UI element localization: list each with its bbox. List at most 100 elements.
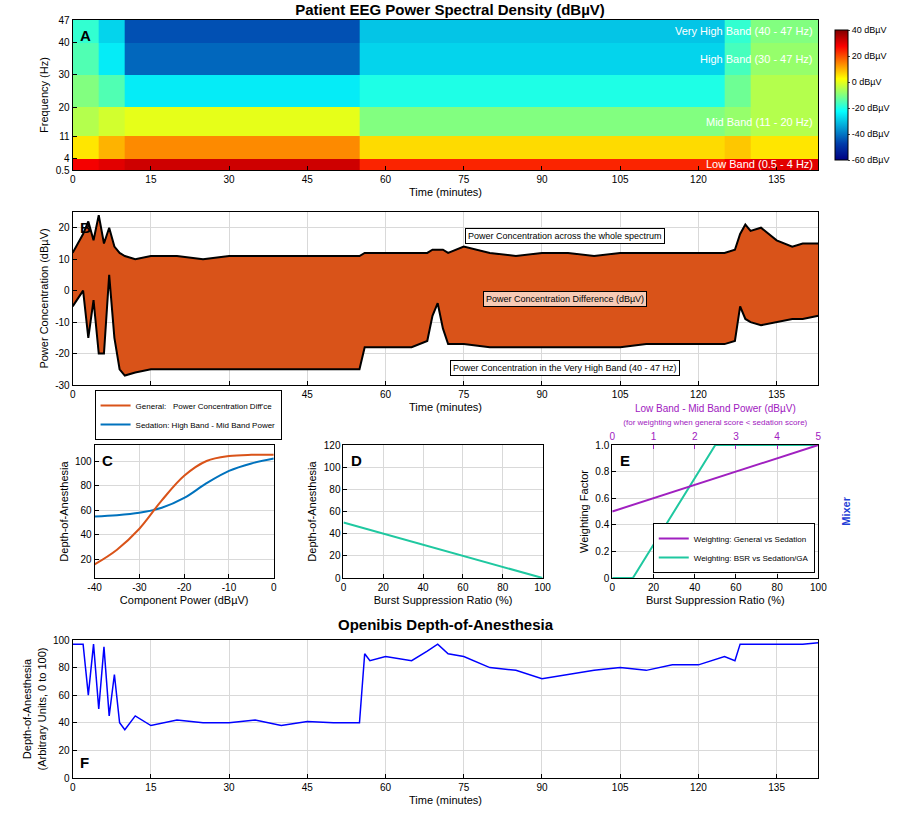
svg-text:-10: -10 [55,317,70,328]
svg-text:11: 11 [59,131,70,142]
svg-text:-30: -30 [55,380,70,391]
svg-text:47: 47 [59,15,71,26]
svg-text:4: 4 [774,431,780,442]
svg-text:B: B [80,219,91,236]
svg-text:2: 2 [692,431,698,442]
svg-text:30: 30 [224,782,236,793]
svg-text:135: 135 [768,782,785,793]
svg-text:-20: -20 [55,348,70,359]
svg-text:20: 20 [59,222,71,233]
svg-text:40: 40 [80,529,92,540]
svg-text:Mixer: Mixer [840,496,852,525]
svg-text:Weighting: General vs Sedation: Weighting: General vs Sedation [694,535,806,544]
svg-text:0: 0 [604,573,610,584]
svg-text:-20: -20 [177,582,192,593]
svg-text:Weighting: BSR vs Sedation/GA: Weighting: BSR vs Sedation/GA [694,554,809,563]
svg-text:0: 0 [341,582,347,593]
svg-text:105: 105 [612,389,629,400]
svg-text:20: 20 [80,554,92,565]
svg-text:1: 1 [651,431,657,442]
svg-text:100: 100 [75,456,92,467]
svg-text:60: 60 [380,174,392,185]
svg-text:40: 40 [59,717,71,728]
svg-text:0: 0 [64,285,70,296]
svg-text:Time (minutes): Time (minutes) [409,794,482,806]
svg-text:90: 90 [536,174,548,185]
svg-text:Time (minutes): Time (minutes) [409,186,482,198]
svg-text:Depth-of-Anesthesia(Arbitrary: Depth-of-Anesthesia(Arbitrary Units, 0 t… [21,648,47,771]
svg-text:60: 60 [380,389,392,400]
svg-text:100: 100 [53,635,70,646]
svg-text:Burst Suppression Ratio (%): Burst Suppression Ratio (%) [374,594,513,606]
svg-text:C: C [102,452,113,469]
svg-text:20: 20 [648,582,660,593]
svg-text:20: 20 [59,745,71,756]
svg-text:0.2: 0.2 [595,546,609,557]
svg-text:Power Concentration in the Ver: Power Concentration in the Very High Ban… [453,363,677,373]
svg-text:135: 135 [768,389,785,400]
svg-text:20: 20 [378,582,390,593]
svg-text:D: D [351,452,362,469]
svg-text:20 dBµV: 20 dBµV [852,51,887,61]
svg-text:0.6: 0.6 [595,493,609,504]
svg-text:Time (minutes): Time (minutes) [409,401,482,413]
svg-text:F: F [80,754,89,771]
svg-text:105: 105 [612,174,629,185]
svg-text:30: 30 [224,174,236,185]
svg-text:100: 100 [324,462,341,473]
svg-text:High Band (30 - 47 Hz): High Band (30 - 47 Hz) [700,53,813,65]
svg-text:60: 60 [380,782,392,793]
svg-text:0: 0 [70,782,76,793]
svg-text:Depth-of-Anesthesia: Depth-of-Anesthesia [58,460,70,561]
svg-text:-40: -40 [87,582,102,593]
svg-text:40: 40 [689,582,701,593]
svg-text:30: 30 [59,69,71,80]
svg-text:Sedation: High Band - Mid Band: Sedation: High Band - Mid Band Power [136,421,276,430]
svg-text:0: 0 [609,582,615,593]
svg-text:90: 90 [536,782,548,793]
svg-text:4: 4 [64,153,70,164]
svg-text:120: 120 [690,174,707,185]
svg-text:-40 dBµV: -40 dBµV [852,129,890,139]
svg-text:Low Band (0.5 - 4 Hz): Low Band (0.5 - 4 Hz) [706,158,813,170]
svg-text:40: 40 [59,37,71,48]
svg-text:0: 0 [335,573,341,584]
svg-text:60: 60 [730,582,742,593]
svg-text:60: 60 [80,505,92,516]
svg-text:45: 45 [302,174,314,185]
svg-text:Power Concentration Difference: Power Concentration Difference (dBµV) [486,294,644,304]
svg-text:Mid Band (11 - 20 Hz): Mid Band (11 - 20 Hz) [706,116,813,128]
svg-text:90: 90 [536,389,548,400]
svg-text:15: 15 [145,174,157,185]
svg-text:1.0: 1.0 [595,440,609,451]
svg-text:80: 80 [59,662,71,673]
svg-text:A: A [80,27,91,44]
svg-text:0.8: 0.8 [595,466,609,477]
svg-text:0 dBµV: 0 dBµV [852,77,882,87]
svg-text:75: 75 [458,389,470,400]
svg-text:Openibis Depth-of-Anesthesia: Openibis Depth-of-Anesthesia [338,616,554,633]
svg-text:80: 80 [497,582,509,593]
svg-text:Low Band - Mid Band Power (dBµ: Low Band - Mid Band Power (dBµV)(for wei… [623,403,807,427]
svg-text:20: 20 [329,550,341,561]
svg-text:General: Power Concentration: General: Power Concentration Diff'ce [136,402,273,411]
svg-text:60: 60 [329,506,341,517]
svg-text:105: 105 [612,782,629,793]
svg-text:-10: -10 [222,582,237,593]
svg-text:0: 0 [70,174,76,185]
svg-text:40 dBµV: 40 dBµV [852,25,887,35]
svg-text:Very High Band (40 - 47 Hz): Very High Band (40 - 47 Hz) [675,25,813,37]
svg-text:80: 80 [80,480,92,491]
svg-text:40: 40 [329,528,341,539]
svg-text:135: 135 [768,174,785,185]
svg-text:10: 10 [59,254,71,265]
svg-text:Component Power (dBµV): Component Power (dBµV) [120,594,249,606]
svg-text:15: 15 [145,782,157,793]
svg-text:0: 0 [271,582,277,593]
svg-text:100: 100 [534,582,551,593]
svg-text:20: 20 [59,102,71,113]
svg-text:120: 120 [324,440,341,451]
svg-text:5: 5 [816,431,822,442]
svg-text:E: E [620,452,630,469]
svg-text:120: 120 [690,389,707,400]
